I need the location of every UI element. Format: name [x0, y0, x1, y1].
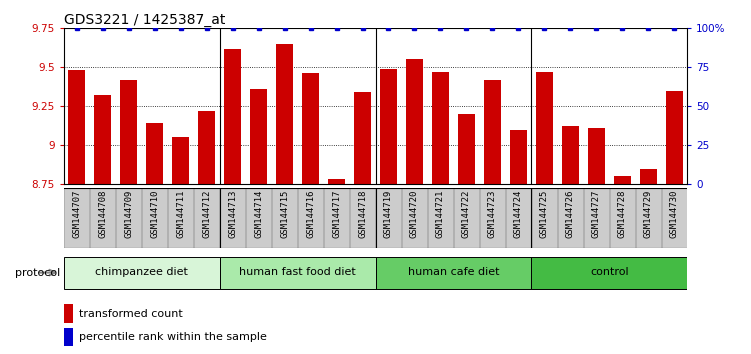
- Bar: [402, 188, 427, 248]
- Text: GSM144729: GSM144729: [644, 189, 653, 238]
- Bar: [220, 257, 376, 289]
- Text: GSM144711: GSM144711: [176, 189, 185, 238]
- Bar: [588, 128, 605, 184]
- Text: GSM144712: GSM144712: [202, 189, 211, 238]
- Text: GSM144709: GSM144709: [124, 189, 133, 238]
- Bar: [95, 95, 111, 184]
- Text: GSM144722: GSM144722: [462, 189, 471, 238]
- Bar: [64, 257, 220, 289]
- Text: GSM144726: GSM144726: [566, 189, 575, 238]
- Text: GDS3221 / 1425387_at: GDS3221 / 1425387_at: [64, 13, 225, 27]
- Bar: [324, 188, 349, 248]
- Text: GSM144724: GSM144724: [514, 189, 523, 238]
- Text: chimpanzee diet: chimpanzee diet: [95, 267, 189, 277]
- Text: GSM144721: GSM144721: [436, 189, 445, 238]
- Bar: [64, 328, 73, 347]
- Bar: [640, 169, 656, 184]
- Bar: [536, 72, 553, 184]
- Bar: [354, 92, 371, 184]
- Text: GSM144710: GSM144710: [150, 189, 159, 238]
- Bar: [298, 188, 323, 248]
- Bar: [380, 69, 397, 184]
- Bar: [506, 188, 531, 248]
- Text: GSM144723: GSM144723: [488, 189, 497, 238]
- Bar: [65, 188, 89, 248]
- Bar: [272, 188, 297, 248]
- Bar: [532, 188, 556, 248]
- Bar: [276, 44, 293, 184]
- Text: GSM144715: GSM144715: [280, 189, 289, 238]
- Bar: [172, 137, 189, 184]
- Text: GSM144727: GSM144727: [592, 189, 601, 238]
- Bar: [665, 91, 683, 184]
- Text: GSM144713: GSM144713: [228, 189, 237, 238]
- Text: human fast food diet: human fast food diet: [240, 267, 356, 277]
- Bar: [246, 188, 271, 248]
- Text: GSM144730: GSM144730: [670, 189, 679, 238]
- Bar: [584, 188, 609, 248]
- Text: GSM144728: GSM144728: [618, 189, 627, 238]
- Bar: [90, 188, 115, 248]
- Bar: [376, 257, 532, 289]
- Bar: [376, 188, 401, 248]
- Text: GSM144718: GSM144718: [358, 189, 367, 238]
- Bar: [168, 188, 193, 248]
- Text: human cafe diet: human cafe diet: [408, 267, 499, 277]
- Bar: [195, 188, 219, 248]
- Bar: [480, 188, 505, 248]
- Bar: [562, 126, 579, 184]
- Text: GSM144720: GSM144720: [410, 189, 419, 238]
- Bar: [432, 72, 449, 184]
- Bar: [458, 114, 475, 184]
- Bar: [120, 80, 137, 184]
- Bar: [532, 257, 687, 289]
- Bar: [198, 111, 215, 184]
- Text: GSM144707: GSM144707: [72, 189, 81, 238]
- Text: GSM144717: GSM144717: [332, 189, 341, 238]
- Bar: [225, 48, 241, 184]
- Bar: [220, 188, 245, 248]
- Bar: [68, 70, 86, 184]
- Bar: [614, 176, 631, 184]
- Bar: [250, 89, 267, 184]
- Bar: [116, 188, 141, 248]
- Bar: [454, 188, 479, 248]
- Text: GSM144714: GSM144714: [254, 189, 263, 238]
- Bar: [428, 188, 453, 248]
- Text: GSM144708: GSM144708: [98, 189, 107, 238]
- Bar: [302, 74, 319, 184]
- Bar: [484, 80, 501, 184]
- Text: percentile rank within the sample: percentile rank within the sample: [80, 332, 267, 342]
- Bar: [328, 179, 345, 184]
- Bar: [350, 188, 375, 248]
- Text: GSM144719: GSM144719: [384, 189, 393, 238]
- Bar: [406, 59, 423, 184]
- Bar: [558, 188, 583, 248]
- Bar: [610, 188, 635, 248]
- Bar: [662, 188, 686, 248]
- Text: GSM144725: GSM144725: [540, 189, 549, 238]
- Text: GSM144716: GSM144716: [306, 189, 315, 238]
- Bar: [142, 188, 167, 248]
- Bar: [64, 304, 73, 323]
- Text: transformed count: transformed count: [80, 309, 183, 319]
- Text: control: control: [590, 267, 629, 277]
- Bar: [510, 130, 526, 184]
- Bar: [146, 123, 163, 184]
- Text: protocol: protocol: [15, 268, 60, 278]
- Bar: [636, 188, 661, 248]
